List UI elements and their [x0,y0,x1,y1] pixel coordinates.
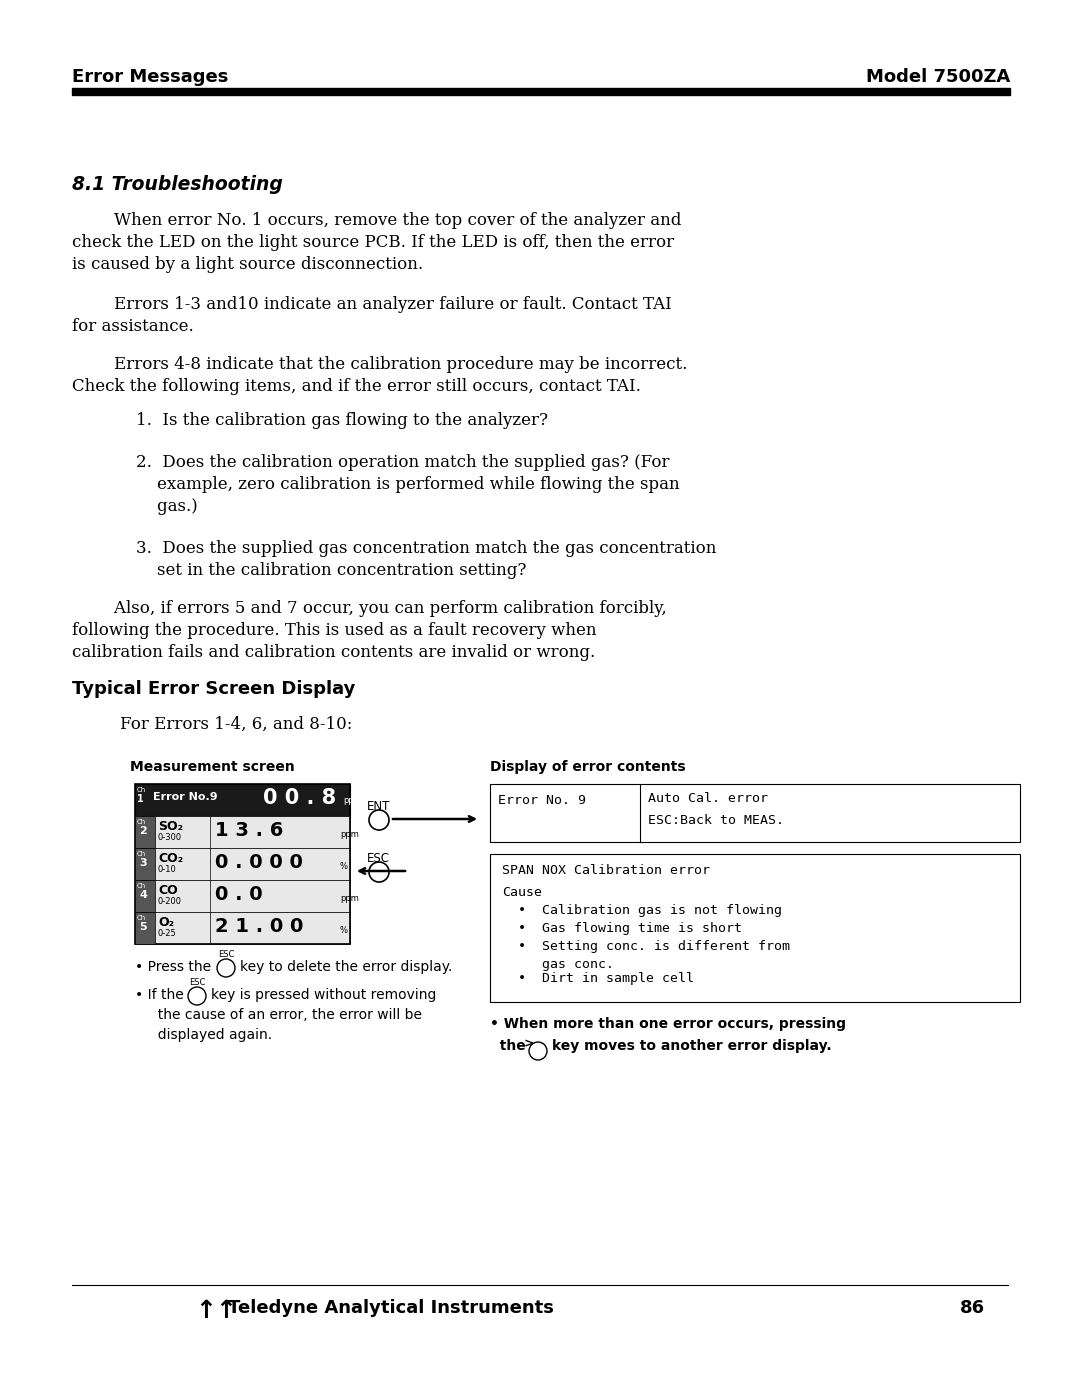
Text: 86: 86 [960,1299,985,1317]
Text: 0-25: 0-25 [158,929,177,937]
Text: Typical Error Screen Display: Typical Error Screen Display [72,680,355,698]
Text: Display of error contents: Display of error contents [490,760,686,774]
Text: Error No. 9: Error No. 9 [498,793,586,807]
Text: 1: 1 [137,793,144,805]
Bar [135,784,350,816]
Text: Ch: Ch [137,787,146,793]
Text: ESC:Back to MEAS.: ESC:Back to MEAS. [648,814,784,827]
Text: %: % [340,926,348,935]
Text: •  Dirt in sample cell: • Dirt in sample cell [502,972,694,985]
Text: SPAN NOX Calibration error: SPAN NOX Calibration error [502,863,710,877]
Text: gas.): gas.) [136,497,198,515]
Text: 1.  Is the calibration gas flowing to the analyzer?: 1. Is the calibration gas flowing to the… [136,412,548,429]
Text: CO: CO [158,884,178,897]
Text: Auto Cal. error: Auto Cal. error [648,792,768,805]
Text: • Press the: • Press the [135,960,211,974]
Text: following the procedure. This is used as a fault recovery when: following the procedure. This is used as… [72,622,596,638]
Text: 1 3 . 6: 1 3 . 6 [215,821,283,840]
Text: the cause of an error, the error will be: the cause of an error, the error will be [149,1009,422,1023]
Text: When error No. 1 occurs, remove the top cover of the analyzer and: When error No. 1 occurs, remove the top … [72,212,681,229]
Text: 2 1 . 0 0: 2 1 . 0 0 [215,916,303,936]
Text: ppm: ppm [340,894,359,902]
Text: %: % [340,862,348,870]
Text: >: > [524,1037,535,1051]
Text: O₂: O₂ [158,916,174,929]
Text: 5: 5 [139,922,147,932]
Text: 0 0 . 8: 0 0 . 8 [264,788,336,807]
Bar [135,816,156,848]
Text: calibration fails and calibration contents are invalid or wrong.: calibration fails and calibration conten… [72,644,595,661]
Text: 0-200: 0-200 [158,897,183,907]
Text: • If the: • If the [135,988,184,1002]
Text: ENT: ENT [367,800,390,813]
Text: Teledyne Analytical Instruments: Teledyne Analytical Instruments [228,1299,554,1317]
Text: 0 . 0 0 0: 0 . 0 0 0 [215,854,302,872]
Text: is caused by a light source disconnection.: is caused by a light source disconnectio… [72,256,423,272]
Text: CO₂: CO₂ [158,852,184,865]
Text: 2.  Does the calibration operation match the supplied gas? (For: 2. Does the calibration operation match … [136,454,670,471]
Text: •  Calibration gas is not flowing: • Calibration gas is not flowing [502,904,782,916]
Text: key is pressed without removing: key is pressed without removing [211,988,436,1002]
Text: •  Setting conc. is different from: • Setting conc. is different from [502,940,789,953]
Bar [135,880,350,912]
Text: Ch: Ch [137,851,146,856]
Text: Cause: Cause [502,886,542,900]
Text: 0 . 0: 0 . 0 [215,886,262,904]
Text: key to delete the error display.: key to delete the error display. [240,960,453,974]
Bar [490,784,1020,842]
Text: • When more than one error occurs, pressing: • When more than one error occurs, press… [490,1017,846,1031]
Bar [135,816,350,848]
Text: SO₂: SO₂ [158,820,183,833]
Text: Ch: Ch [137,915,146,921]
Text: set in the calibration concentration setting?: set in the calibration concentration set… [136,562,526,578]
Text: Ch: Ch [137,883,146,888]
Text: Error Messages: Error Messages [72,68,228,87]
Text: gas conc.: gas conc. [502,958,615,971]
Text: check the LED on the light source PCB. If the LED is off, then the error: check the LED on the light source PCB. I… [72,235,674,251]
Text: ppm: ppm [340,830,359,840]
Text: 0-300: 0-300 [158,833,183,842]
Text: Also, if errors 5 and 7 occur, you can perform calibration forcibly,: Also, if errors 5 and 7 occur, you can p… [72,599,666,617]
Bar [135,912,350,944]
Text: ↑↑: ↑↑ [195,1299,237,1323]
Text: ESC: ESC [189,978,205,988]
Bar [135,784,350,944]
Text: Errors 4-8 indicate that the calibration procedure may be incorrect.: Errors 4-8 indicate that the calibration… [72,356,687,373]
Text: •  Gas flowing time is short: • Gas flowing time is short [502,922,742,935]
Text: 4: 4 [139,890,147,900]
Bar [490,854,1020,1002]
Text: example, zero calibration is performed while flowing the span: example, zero calibration is performed w… [136,476,679,493]
Bar [72,88,1010,95]
Text: Model 7500ZA: Model 7500ZA [866,68,1010,87]
Text: 3: 3 [139,858,147,868]
Text: Check the following items, and if the error still occurs, contact TAI.: Check the following items, and if the er… [72,379,640,395]
Text: key moves to another error display.: key moves to another error display. [552,1039,832,1053]
Text: For Errors 1-4, 6, and 8-10:: For Errors 1-4, 6, and 8-10: [120,717,352,733]
Text: ESC: ESC [218,950,234,958]
Bar [135,880,156,912]
Text: Errors 1-3 and10 indicate an analyzer failure or fault. Contact TAI: Errors 1-3 and10 indicate an analyzer fa… [72,296,672,313]
Bar [135,848,156,880]
Text: 0-10: 0-10 [158,865,177,875]
Text: for assistance.: for assistance. [72,319,193,335]
Text: ppm: ppm [343,796,362,805]
Bar [135,848,350,880]
Text: Measurement screen: Measurement screen [130,760,295,774]
Text: 2: 2 [139,826,147,835]
Text: displayed again.: displayed again. [149,1028,272,1042]
Text: the: the [490,1039,526,1053]
Text: ESC: ESC [367,852,390,865]
Bar [135,912,156,944]
Text: 3.  Does the supplied gas concentration match the gas concentration: 3. Does the supplied gas concentration m… [136,541,716,557]
Text: Error No.9: Error No.9 [153,792,218,802]
Text: Ch: Ch [137,819,146,826]
Text: 8.1 Troubleshooting: 8.1 Troubleshooting [72,175,283,194]
